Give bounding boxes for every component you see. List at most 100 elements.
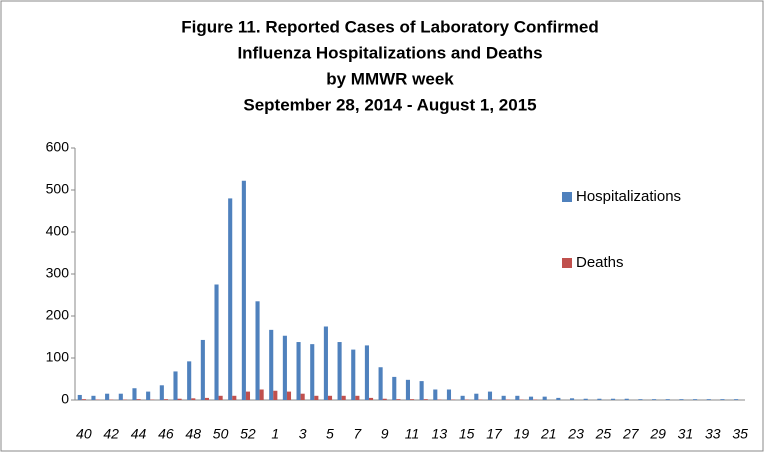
bar bbox=[474, 394, 478, 400]
bar bbox=[201, 340, 205, 400]
bar bbox=[365, 345, 369, 400]
bar bbox=[638, 399, 642, 400]
bar bbox=[260, 390, 264, 401]
x-tick-label: 13 bbox=[432, 426, 448, 442]
bar bbox=[310, 344, 314, 400]
bar bbox=[433, 390, 437, 401]
bar bbox=[78, 395, 82, 400]
bar bbox=[328, 396, 332, 400]
bar bbox=[219, 396, 223, 400]
bar bbox=[424, 399, 428, 400]
x-tick-label: 42 bbox=[103, 426, 119, 442]
x-tick-label: 19 bbox=[514, 426, 530, 442]
bar bbox=[214, 285, 218, 401]
bar bbox=[597, 399, 601, 400]
bar bbox=[205, 398, 209, 400]
chart-title: September 28, 2014 - August 1, 2015 bbox=[243, 95, 536, 114]
x-tick-label: 21 bbox=[540, 426, 557, 442]
x-tick-label: 27 bbox=[622, 426, 640, 442]
chart-title: by MMWR week bbox=[326, 69, 454, 88]
bar bbox=[246, 392, 250, 400]
bar bbox=[666, 399, 670, 400]
y-tick-label: 500 bbox=[46, 181, 70, 197]
x-tick-label: 3 bbox=[299, 426, 307, 442]
x-tick-label: 15 bbox=[459, 426, 475, 442]
bar bbox=[392, 377, 396, 400]
x-tick-label: 35 bbox=[732, 426, 748, 442]
x-tick-label: 40 bbox=[76, 426, 92, 442]
legend-label: Deaths bbox=[576, 254, 624, 271]
bar bbox=[410, 399, 414, 400]
bar bbox=[269, 330, 273, 400]
bar bbox=[611, 399, 615, 400]
x-tick-label: 31 bbox=[678, 426, 694, 442]
bar bbox=[283, 336, 287, 400]
x-tick-label: 9 bbox=[381, 426, 389, 442]
bar bbox=[132, 388, 136, 400]
bar bbox=[146, 392, 150, 400]
bar bbox=[406, 380, 410, 400]
x-tick-label: 11 bbox=[405, 426, 420, 442]
bar bbox=[420, 381, 424, 400]
bar bbox=[187, 361, 191, 400]
bar bbox=[228, 198, 232, 400]
bar bbox=[137, 399, 141, 400]
bar bbox=[314, 396, 318, 400]
bar bbox=[164, 399, 168, 400]
bar bbox=[324, 327, 328, 401]
bar bbox=[461, 396, 465, 400]
y-tick-label: 600 bbox=[46, 139, 70, 155]
x-tick-label: 48 bbox=[185, 426, 201, 442]
y-tick-label: 100 bbox=[46, 349, 70, 365]
bar bbox=[515, 396, 519, 400]
legend-label: Hospitalizations bbox=[576, 188, 681, 205]
bar bbox=[287, 392, 291, 400]
bar bbox=[301, 394, 305, 400]
bar bbox=[584, 399, 588, 400]
bar bbox=[529, 397, 533, 400]
bar bbox=[255, 301, 259, 400]
y-tick-label: 400 bbox=[46, 223, 70, 239]
bar bbox=[570, 398, 574, 400]
bar bbox=[119, 394, 123, 400]
bar bbox=[693, 399, 697, 400]
x-tick-label: 23 bbox=[567, 426, 584, 442]
bar bbox=[297, 342, 301, 400]
x-tick-label: 29 bbox=[649, 426, 666, 442]
bar bbox=[173, 371, 177, 400]
x-tick-label: 5 bbox=[326, 426, 334, 442]
bar bbox=[369, 398, 373, 400]
x-tick-label: 7 bbox=[353, 426, 362, 442]
bar bbox=[625, 399, 629, 400]
x-tick-label: 1 bbox=[271, 426, 279, 442]
x-tick-label: 17 bbox=[486, 426, 503, 442]
bar bbox=[105, 394, 109, 400]
bar bbox=[82, 399, 86, 400]
bar bbox=[191, 398, 195, 400]
bar bbox=[396, 399, 400, 400]
x-tick-label: 50 bbox=[213, 426, 229, 442]
x-tick-label: 25 bbox=[595, 426, 612, 442]
bar bbox=[178, 399, 182, 400]
chart-title: Influenza Hospitalizations and Deaths bbox=[237, 43, 542, 62]
x-tick-label: 33 bbox=[705, 426, 721, 442]
x-tick-label: 46 bbox=[158, 426, 174, 442]
bar bbox=[652, 399, 656, 400]
bar bbox=[734, 399, 738, 400]
bar bbox=[91, 396, 95, 400]
bar bbox=[543, 397, 547, 400]
legend-swatch bbox=[562, 258, 572, 268]
bar bbox=[379, 367, 383, 400]
bar bbox=[707, 399, 711, 400]
chart-title: Figure 11. Reported Cases of Laboratory … bbox=[181, 17, 599, 36]
x-tick-label: 44 bbox=[131, 426, 147, 442]
x-tick-label: 52 bbox=[240, 426, 256, 442]
bar bbox=[720, 399, 724, 400]
bar bbox=[232, 396, 236, 400]
bar bbox=[273, 391, 277, 400]
bar bbox=[556, 398, 560, 400]
legend-swatch bbox=[562, 192, 572, 202]
bar bbox=[242, 181, 246, 400]
y-tick-label: 200 bbox=[46, 307, 70, 323]
